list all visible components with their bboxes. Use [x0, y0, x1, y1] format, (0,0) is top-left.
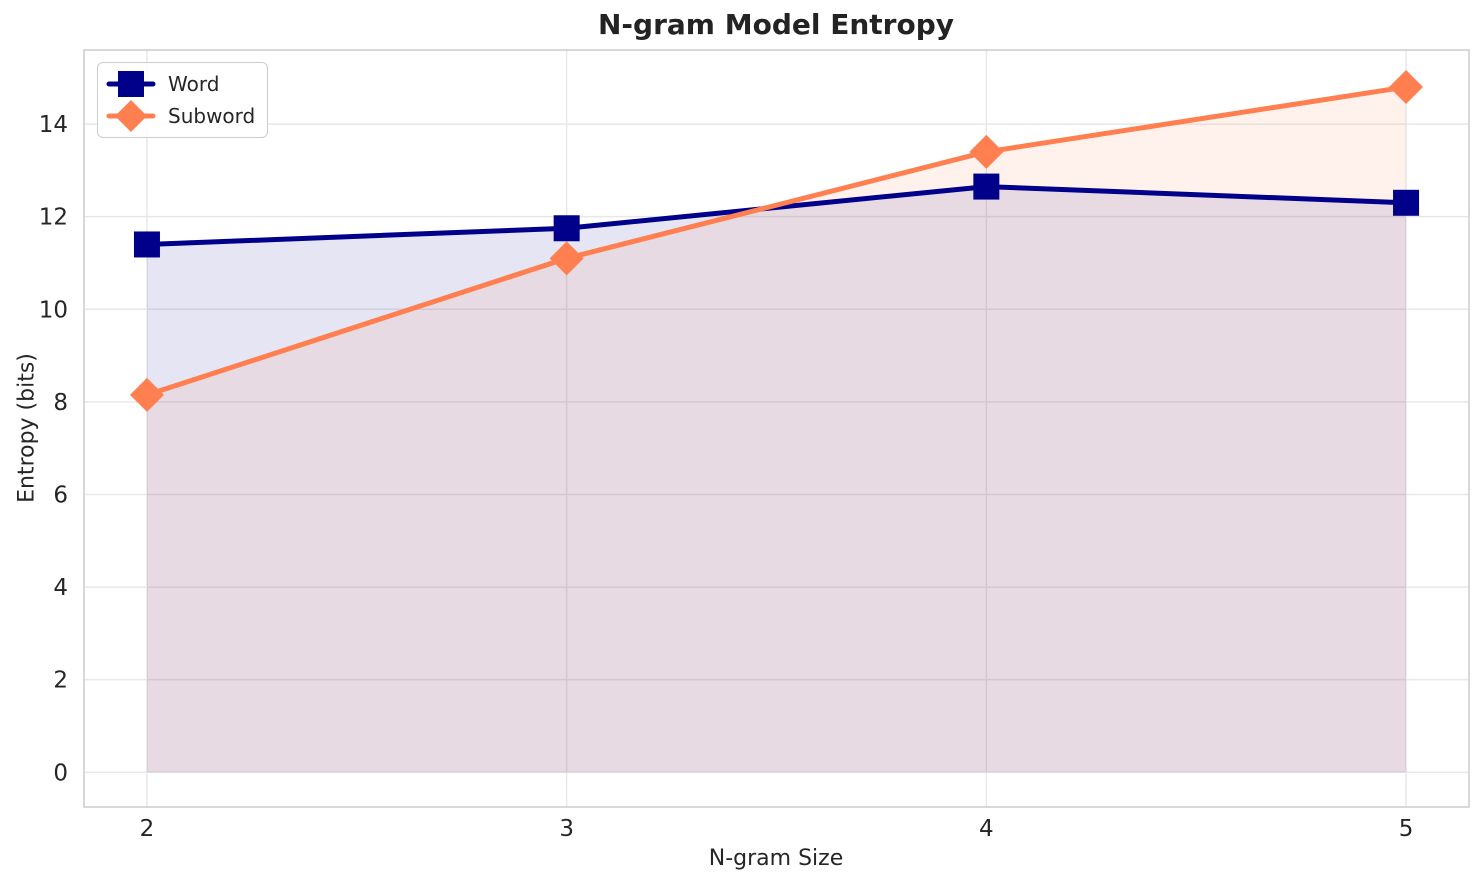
legend-item-subword: Subword	[106, 100, 255, 132]
series-subword	[129, 70, 1424, 412]
y-tick-label: 0	[53, 760, 68, 786]
marker-square	[133, 231, 160, 258]
marker-square	[553, 215, 580, 242]
marker-square	[1393, 189, 1420, 216]
x-tick-label: 2	[140, 816, 155, 842]
area-fill-subword	[146, 87, 1407, 773]
legend: Word Subword	[97, 62, 269, 138]
y-tick-label: 8	[53, 390, 68, 416]
marker-diamond	[1389, 70, 1424, 105]
x-tick-label: 4	[979, 816, 994, 842]
y-tick-label: 14	[39, 112, 68, 138]
x-tick-label: 5	[1399, 816, 1414, 842]
legend-label: Word	[168, 72, 220, 96]
word-line-marker-icon	[106, 71, 156, 97]
marker-diamond	[129, 377, 164, 412]
subword-line-marker-icon	[106, 100, 156, 132]
y-tick-label: 10	[39, 297, 68, 323]
y-tick-label: 12	[39, 205, 68, 231]
y-axis-label: Entropy (bits)	[14, 353, 40, 503]
legend-label: Subword	[168, 104, 256, 128]
x-tick-label: 3	[559, 816, 574, 842]
series-line-subword	[144, 84, 1409, 398]
y-tick-label: 2	[53, 668, 68, 694]
y-tick-label: 4	[53, 575, 68, 601]
y-tick-label: 6	[53, 482, 68, 508]
plot-border	[83, 49, 1470, 808]
x-axis-label: N-gram Size	[708, 846, 844, 871]
marker-square	[973, 173, 1000, 200]
marker-diamond	[969, 134, 1004, 169]
legend-item-word: Word	[106, 68, 255, 100]
area-fill-word	[146, 186, 1407, 773]
marker-diamond	[549, 241, 584, 276]
chart-title: N-gram Model Entropy	[598, 8, 954, 41]
